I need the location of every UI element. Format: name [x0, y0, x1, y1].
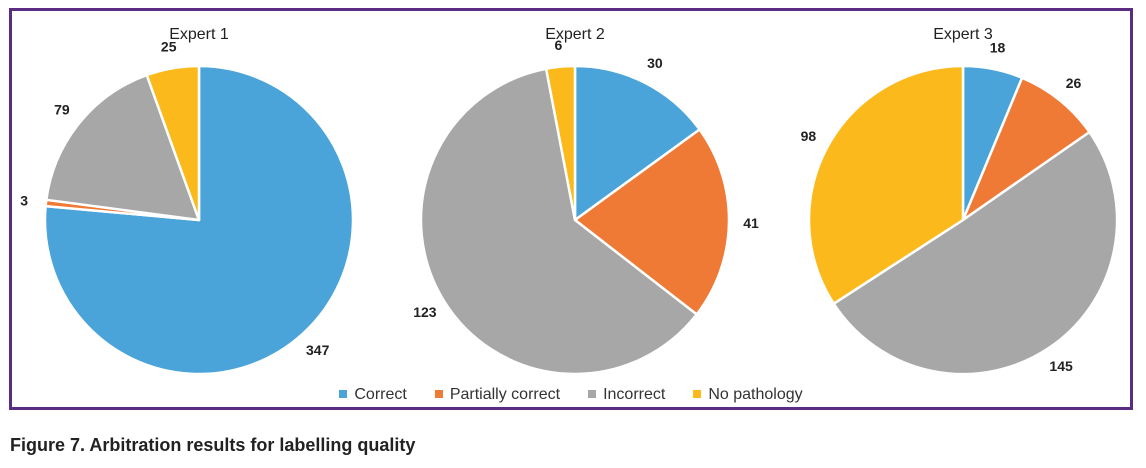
pie-2: Expert 2 30 41 123 6 [413, 26, 759, 376]
pie-slice-incorrect [45, 73, 201, 222]
legend-swatch [339, 389, 348, 398]
slice-value-label: 79 [54, 102, 70, 118]
pie-slice-no-pathology [145, 64, 201, 222]
slice-value-label: 98 [801, 128, 817, 144]
legend-swatch [588, 389, 597, 398]
figure-frame: Expert 1 347 3 79 25 Expert 2 30 41 123 6 Expert 3… [9, 8, 1133, 410]
pie-slice-partially-correct [961, 76, 1091, 222]
legend-item: Incorrect [588, 386, 665, 404]
pie-1: Expert 1 347 3 79 25 [20, 26, 355, 376]
slice-value-label: 145 [1049, 358, 1073, 374]
legend-swatch [434, 389, 443, 398]
legend-item: Partially correct [434, 386, 561, 404]
slice-value-label: 30 [647, 55, 663, 71]
slice-value-label: 3 [20, 193, 28, 209]
slice-value-label: 123 [413, 304, 437, 320]
pie-charts: Expert 1 347 3 79 25 Expert 2 30 41 123 6 Expert 3… [20, 26, 1119, 376]
slice-value-label: 26 [1066, 75, 1082, 91]
slice-value-label: 347 [306, 342, 330, 358]
pie-slice-no-pathology [807, 64, 965, 305]
legend-label: Incorrect [603, 386, 666, 403]
pie-title: Expert 2 [545, 26, 605, 43]
pie-title: Expert 1 [169, 26, 229, 43]
pie-slice-correct [43, 64, 355, 376]
pie-slice-correct [573, 64, 701, 222]
legend-item: Correct [339, 386, 407, 404]
legend-item: No pathology [693, 386, 803, 404]
legend-label: No pathology [708, 386, 803, 403]
pie-slice-no-pathology [544, 64, 577, 222]
legend-label: Partially correct [449, 386, 561, 403]
legend-swatch [693, 389, 702, 398]
pie-slice-incorrect [832, 130, 1119, 376]
figure-caption: Figure 7. Arbitration results for labell… [10, 435, 416, 455]
slice-value-label: 18 [990, 39, 1006, 55]
slice-value-label: 6 [555, 37, 563, 53]
slice-value-label: 41 [743, 215, 759, 231]
pie-slice-partially-correct [573, 128, 731, 316]
pie-title: Expert 3 [933, 26, 993, 43]
legend: Correct Partially correct Incorrect No path… [12, 386, 1130, 404]
pie-slice-incorrect [419, 67, 698, 376]
pie-3: Expert 318 26 145 98 [801, 26, 1119, 376]
legend-label: Correct [354, 386, 407, 403]
slice-value-label: 25 [161, 39, 177, 55]
